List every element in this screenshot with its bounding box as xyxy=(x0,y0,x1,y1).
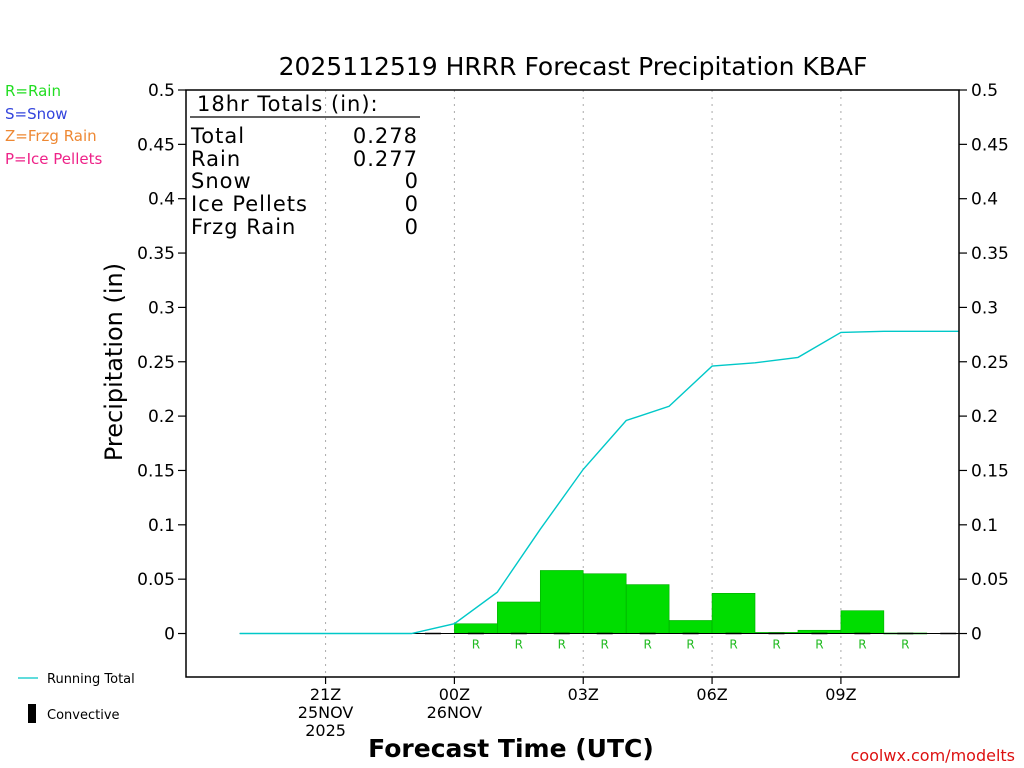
y-tick-label-right: 0.05 xyxy=(971,570,1009,590)
precip-type-marker: R xyxy=(643,638,651,652)
precip-bar xyxy=(625,584,670,634)
precip-type-marker: R xyxy=(558,638,566,652)
running-total-line xyxy=(239,330,959,635)
precip-type-marker: R xyxy=(601,638,609,652)
totals-rain-label: Rain xyxy=(191,147,241,171)
running-total-legend-label: Running Total xyxy=(47,672,135,687)
precip-type-marker: R xyxy=(772,638,780,652)
credit-text: coolwx.com/modelts xyxy=(851,746,1015,765)
precip-bar xyxy=(539,570,584,634)
precip-type-marker: R xyxy=(729,638,737,652)
y-tick-label-left: 0.15 xyxy=(137,461,175,481)
y-tick-label-left: 0.05 xyxy=(137,570,175,590)
precip-bar xyxy=(582,573,627,634)
legend-frzg-rain: Z=Frzg Rain xyxy=(5,127,97,145)
precip-type-legend: R=Rain S=Snow Z=Frzg Rain P=Ice Pellets xyxy=(5,82,102,168)
y-tick-label-left: 0.5 xyxy=(148,81,175,101)
convective-legend-swatch xyxy=(28,704,36,723)
y-tick-label-right: 0.45 xyxy=(971,135,1009,155)
x-tick-label: 00Z xyxy=(439,685,470,704)
precip-bars xyxy=(454,570,928,635)
totals-ice-pellets-label: Ice Pellets xyxy=(191,192,308,216)
y-tick-label-right: 0.25 xyxy=(971,353,1009,373)
precip-type-marker: R xyxy=(815,638,823,652)
totals-frzg-rain-label: Frzg Rain xyxy=(191,215,296,239)
totals-snow-label: Snow xyxy=(191,169,252,193)
precip-bar xyxy=(497,601,541,634)
y-axis-label: Precipitation (in) xyxy=(100,263,128,461)
totals-rain-value: 0.277 xyxy=(353,147,418,171)
precip-bar xyxy=(668,620,713,634)
totals-total-value: 0.278 xyxy=(353,124,418,148)
x-axis-label: Forecast Time (UTC) xyxy=(368,734,654,763)
y-tick-label-right: 0.1 xyxy=(971,516,998,536)
y-tick-label-left: 0 xyxy=(164,625,175,645)
series-legend: Running Total Convective xyxy=(18,672,135,723)
precip-bar xyxy=(840,610,885,634)
x-tick-label: 21Z xyxy=(310,685,341,704)
y-tick-label-left: 0.45 xyxy=(137,135,175,155)
totals-header: 18hr Totals (in): xyxy=(197,92,379,116)
x-tick-label: 26NOV xyxy=(427,703,483,722)
totals-snow-value: 0 xyxy=(405,169,418,193)
y-tick-label-left: 0.25 xyxy=(137,353,175,373)
y-tick-label-right: 0.5 xyxy=(971,81,998,101)
running-total-series xyxy=(239,330,959,635)
y-tick-label-left: 0.1 xyxy=(148,516,175,536)
y-tick-label-right: 0.2 xyxy=(971,407,998,427)
convective-legend-label: Convective xyxy=(47,708,120,723)
legend-rain: R=Rain xyxy=(5,82,61,100)
precip-bar xyxy=(711,592,756,634)
x-tick-label: 06Z xyxy=(696,685,727,704)
precip-type-marker: R xyxy=(901,638,909,652)
y-tick-label-right: 0 xyxy=(971,625,982,645)
totals-total-label: Total xyxy=(190,124,245,148)
y-tick-label-right: 0.3 xyxy=(971,298,998,318)
y-tick-label-left: 0.4 xyxy=(148,190,175,210)
y-axis-ticks: 0 00.05 0.050.1 0.10.15 0.150.2 0.20.25 0.250.… xyxy=(137,81,1009,645)
totals-ice-pellets-value: 0 xyxy=(405,192,418,216)
precip-type-marker: R xyxy=(686,638,694,652)
legend-snow: S=Snow xyxy=(5,105,68,123)
x-tick-label: 09Z xyxy=(825,685,856,704)
precip-type-marker: R xyxy=(515,638,523,652)
y-tick-label-right: 0.15 xyxy=(971,461,1009,481)
y-tick-label-right: 0.4 xyxy=(971,190,998,210)
totals-frzg-rain-value: 0 xyxy=(405,215,418,239)
chart-title: 2025112519 HRRR Forecast Precipitation K… xyxy=(279,52,868,81)
y-tick-label-right: 0.35 xyxy=(971,244,1009,264)
legend-ice-pellets: P=Ice Pellets xyxy=(5,150,102,168)
y-tick-label-left: 0.35 xyxy=(137,244,175,264)
y-tick-label-left: 0.2 xyxy=(148,407,175,427)
x-tick-label: 2025 xyxy=(305,721,346,740)
totals-box: 18hr Totals (in): Total 0.278 Rain 0.277… xyxy=(190,92,420,239)
precip-bar xyxy=(454,623,498,634)
x-tick-label: 25NOV xyxy=(298,703,354,722)
x-tick-label: 03Z xyxy=(568,685,599,704)
plot-frame xyxy=(185,89,960,678)
precip-type-marker: R xyxy=(472,638,480,652)
precip-type-marker: R xyxy=(858,638,866,652)
y-tick-label-left: 0.3 xyxy=(148,298,175,318)
